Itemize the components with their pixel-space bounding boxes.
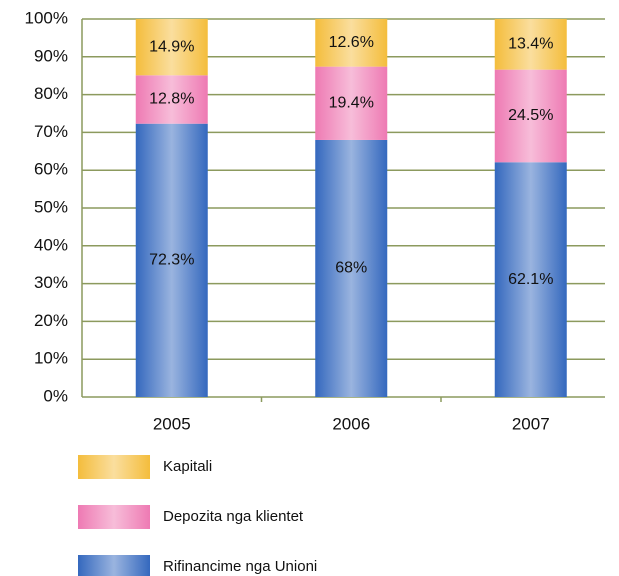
x-tick-label: 2007 (512, 414, 550, 433)
y-tick-label: 10% (34, 349, 68, 368)
y-tick-label: 0% (43, 386, 68, 405)
data-label: 68% (335, 260, 367, 277)
legend-swatch (78, 555, 150, 576)
y-tick-label: 100% (25, 8, 68, 27)
data-label: 12.8% (149, 91, 194, 108)
legend-label: Kapitali (163, 458, 212, 475)
y-tick-label: 40% (34, 235, 68, 254)
y-tick-label: 60% (34, 160, 68, 179)
bar-segment (315, 19, 388, 67)
legend-label: Depozita nga klientet (163, 508, 304, 525)
legend-swatch (78, 505, 150, 529)
data-label: 12.6% (329, 34, 374, 51)
bar-segment (494, 162, 567, 397)
y-tick-label: 70% (34, 122, 68, 141)
bar-segment (315, 66, 388, 140)
bar-segment (135, 123, 208, 398)
bar-segment (494, 19, 567, 70)
bar-segment (135, 75, 208, 124)
data-label: 14.9% (149, 38, 194, 55)
x-tick-label: 2006 (332, 414, 370, 433)
y-tick-label: 20% (34, 311, 68, 330)
data-label: 62.1% (508, 271, 553, 288)
x-tick-label: 2005 (153, 414, 191, 433)
bar-segment (315, 139, 388, 397)
legend-swatch (78, 455, 150, 479)
y-tick-label: 50% (34, 197, 68, 216)
y-tick-label: 80% (34, 84, 68, 103)
data-label: 13.4% (508, 36, 553, 53)
bar-segment (135, 19, 208, 76)
data-label: 19.4% (329, 95, 374, 112)
legend-label: Rifinancime nga Unioni (163, 558, 317, 575)
y-tick-label: 90% (34, 46, 68, 65)
bar-segment (494, 69, 567, 163)
data-label: 72.3% (149, 252, 194, 269)
y-tick-label: 30% (34, 273, 68, 292)
data-label: 24.5% (508, 107, 553, 124)
